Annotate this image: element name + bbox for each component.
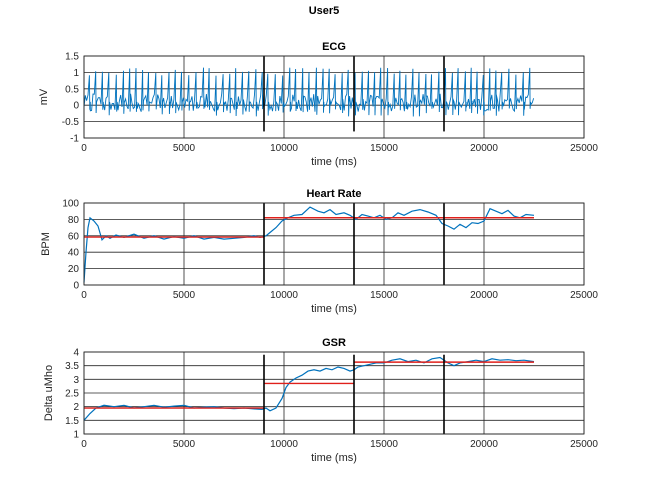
- hr-xtick-label-5: 25000: [570, 290, 598, 301]
- hr-ytick-label-5: 100: [62, 199, 79, 210]
- ecg-axes-frame: [83, 55, 585, 139]
- gsr-xtick-label-0: 0: [81, 439, 87, 450]
- gsr-chart: 0 5000 10000 15000 20000 25000 1 1.5 2 2.5 3 3.5 4 GS…: [43, 337, 598, 464]
- gsr-xtick-label-3: 15000: [370, 439, 398, 450]
- gsr-title: GSR: [322, 337, 346, 349]
- gsr-ytick-label-3: 2.5: [65, 389, 79, 400]
- ecg-xtick-label-5: 25000: [570, 143, 598, 154]
- ecg-xtick-label-4: 20000: [470, 143, 498, 154]
- hr-xtick-label-2: 10000: [270, 290, 298, 301]
- ecg-ytick-label-3: 0.5: [65, 84, 79, 95]
- ecg-series-line: [83, 67, 535, 117]
- hr-chart: 0 5000 10000 15000 20000 25000 0 20 40 60 80 100 Hea…: [40, 188, 598, 315]
- gsr-axes-frame: [83, 351, 585, 435]
- ecg-xlabel: time (ms): [311, 156, 357, 168]
- hr-title: Heart Rate: [306, 188, 361, 200]
- hr-xtick-label-0: 0: [81, 290, 87, 301]
- gsr-xtick-label-1: 5000: [173, 439, 196, 450]
- figure-title: User5: [309, 5, 340, 17]
- hr-axes-frame: [83, 202, 585, 286]
- hr-xtick-label-4: 20000: [470, 290, 498, 301]
- hr-xtick-label-1: 5000: [173, 290, 196, 301]
- gsr-ytick-label-6: 4: [73, 348, 79, 359]
- ecg-ytick-label-4: 1: [73, 68, 79, 79]
- hr-xlabel: time (ms): [311, 303, 357, 315]
- hr-ytick-label-0: 0: [73, 281, 79, 292]
- hr-xtick-label-3: 15000: [370, 290, 398, 301]
- gsr-xtick-label-4: 20000: [470, 439, 498, 450]
- gsr-xlabel: time (ms): [311, 452, 357, 464]
- ecg-xtick-label-1: 5000: [173, 143, 196, 154]
- hr-ytick-label-1: 20: [68, 264, 80, 275]
- gsr-ytick-label-4: 3: [73, 375, 79, 386]
- gsr-ytick-label-1: 1.5: [65, 416, 79, 427]
- gsr-ylabel: Delta uMho: [43, 365, 55, 421]
- hr-ytick-label-4: 80: [68, 215, 80, 226]
- ecg-ytick-label-5: 1.5: [65, 52, 79, 63]
- hr-ytick-label-3: 60: [68, 231, 80, 242]
- gsr-xtick-label-2: 10000: [270, 439, 298, 450]
- ecg-xtick-label-3: 15000: [370, 143, 398, 154]
- ecg-chart: 0 5000 10000 15000 20000 25000 -1 -0.5 0 0.5 1 1.5 E…: [38, 41, 598, 168]
- gsr-xtick-label-5: 25000: [570, 439, 598, 450]
- hr-ylabel: BPM: [40, 232, 52, 256]
- gsr-ytick-label-0: 1: [73, 430, 79, 441]
- ecg-title: ECG: [322, 41, 346, 53]
- ecg-xtick-label-2: 10000: [270, 143, 298, 154]
- gsr-series-line: [83, 356, 535, 421]
- gsr-ytick-label-2: 2: [73, 402, 79, 413]
- ecg-ylabel: mV: [38, 88, 50, 105]
- hr-ytick-label-2: 40: [68, 248, 80, 259]
- ecg-ytick-label-1: -0.5: [62, 117, 80, 128]
- ecg-ytick-label-2: 0: [73, 101, 79, 112]
- gsr-ytick-label-5: 3.5: [65, 361, 79, 372]
- ecg-ytick-label-0: -1: [70, 134, 79, 145]
- hr-series-line: [83, 206, 535, 283]
- ecg-xtick-label-0: 0: [81, 143, 87, 154]
- hr-plot-area: [84, 203, 584, 285]
